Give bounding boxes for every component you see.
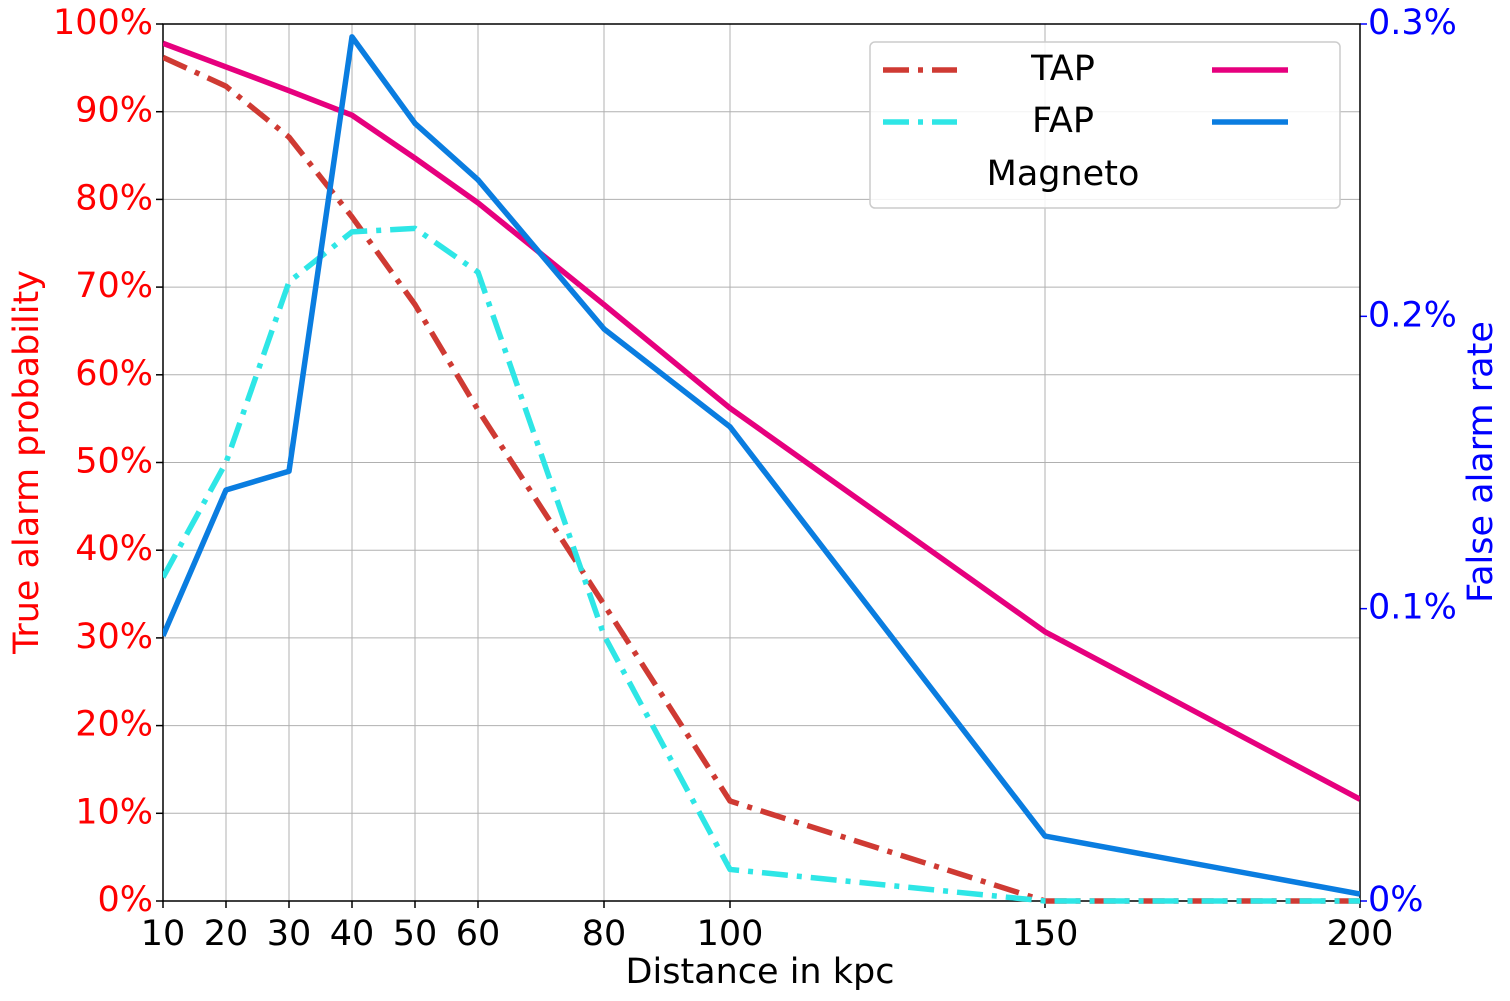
x-tick-label: 60 [456,914,501,954]
y-tick-label: 10% [75,792,153,832]
y2-tick-label: 0.1% [1368,588,1457,628]
y-tick-label: 40% [75,529,153,569]
y-tick-label: 70% [75,266,153,306]
y-tick-label: 50% [75,442,153,482]
y-tick-label: 90% [75,91,153,131]
y-tick-label: 0% [97,880,153,920]
x-tick-label: 150 [1012,914,1079,954]
x-tick-label: 200 [1327,914,1394,954]
y-tick-label: 30% [75,617,153,657]
y-tick-label: 60% [75,354,153,394]
legend-note: Magneto [987,154,1140,194]
y2-axis-label: False alarm rate [1461,321,1501,603]
series-line [163,40,1360,802]
x-axis-label: Distance in kpc [626,952,895,992]
y-axis-label: True alarm probability [7,270,47,655]
x-tick-label: 40 [330,914,375,954]
series-line [163,54,1360,904]
y-tick-label: 20% [75,705,153,745]
x-tick-label: 80 [582,914,627,954]
x-tick-label: 10 [141,914,186,954]
x-tick-label: 100 [697,914,764,954]
x-tick-label: 30 [267,914,312,954]
legend-box [869,41,1341,209]
series-line [163,225,1360,904]
y2-tick-label: 0% [1368,880,1424,920]
y-tick-label: 100% [53,3,153,43]
x-tick-label: 20 [204,914,249,954]
y2-tick-label: 0.2% [1368,295,1457,335]
plot-frame [162,23,1361,902]
x-tick-label: 50 [393,914,438,954]
y2-tick-label: 0.3% [1368,3,1457,43]
legend-label: FAP [1032,101,1094,141]
series-line [163,34,1360,897]
legend-label: TAP [1030,49,1095,89]
y-tick-label: 80% [75,178,153,218]
